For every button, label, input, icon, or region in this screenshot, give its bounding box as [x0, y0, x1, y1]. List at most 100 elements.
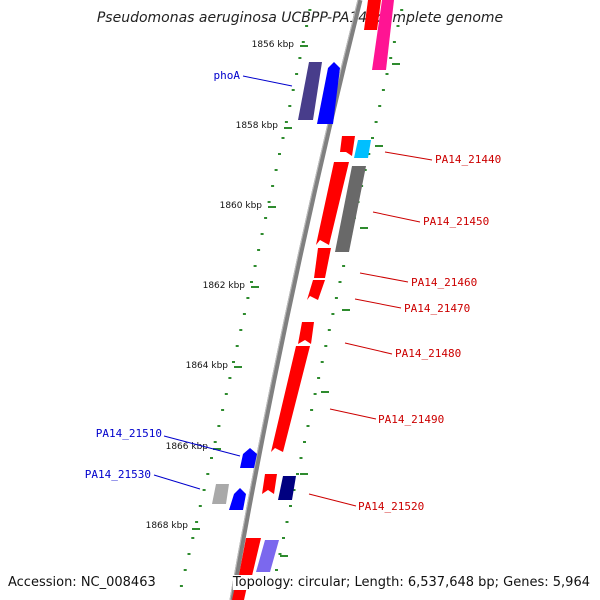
label-pa14-21480[interactable]: PA14_21480 [395, 347, 461, 360]
minor-tick [198, 505, 202, 507]
minor-tick [282, 537, 285, 539]
gene-top-pink[interactable] [372, 0, 394, 70]
minor-tick [400, 9, 404, 11]
minor-tick [278, 553, 282, 555]
minor-tick [301, 41, 305, 43]
gene-phoa-blue[interactable] [317, 62, 340, 124]
major-ticks [192, 45, 400, 557]
minor-tick [381, 89, 385, 91]
map-title: Pseudomonas aeruginosa UCBPP-PA14, compl… [96, 10, 504, 26]
label-pa14-21530[interactable]: PA14_21530 [85, 468, 151, 481]
tick-label-1868: 1868 kbp [146, 521, 189, 531]
minor-tick [267, 201, 271, 203]
gene-pa14-21470[interactable] [314, 248, 331, 278]
minor-tick [195, 521, 199, 523]
gene-pa14-21440-cyan[interactable] [354, 140, 371, 158]
minor-tick [308, 9, 312, 11]
minor-tick [275, 569, 278, 571]
minor-tick [191, 537, 195, 539]
genome-backbone [229, 0, 363, 600]
gene-pa14-21530-grey[interactable] [212, 484, 229, 504]
gene-top-red[interactable] [364, 0, 381, 30]
tick-label-1866: 1866 kbp [166, 442, 209, 452]
label-pa14-21450[interactable]: PA14_21450 [423, 215, 489, 228]
minor-tick [385, 73, 389, 75]
label-pa14-21470[interactable]: PA14_21470 [404, 302, 470, 315]
label-phoa[interactable]: phoA [214, 69, 241, 82]
minor-tick [271, 185, 275, 187]
gene-pa14-21440-red[interactable] [340, 136, 355, 156]
minor-tick [289, 505, 292, 507]
minor-tick [392, 41, 396, 43]
minor-tick [228, 377, 232, 379]
gene-phoa-indigo[interactable] [298, 62, 322, 120]
minor-tick [331, 313, 335, 315]
gene-pa14-21450[interactable] [335, 166, 366, 252]
leader-lines [153, 75, 433, 507]
minor-tick [317, 377, 321, 379]
minor-tick [242, 313, 246, 315]
minor-tick [291, 89, 295, 91]
tick-label-1864: 1864 kbp [186, 361, 229, 371]
gene-pa14-21530-blue[interactable] [229, 488, 246, 510]
reverse-strand-genes [232, 0, 394, 600]
minor-tick [284, 121, 288, 123]
tick-label-1858: 1858 kbp [236, 121, 279, 131]
gene-pa14-21520-red[interactable] [262, 474, 277, 494]
minor-tick [367, 153, 371, 155]
minor-tick [292, 489, 296, 491]
gene-pa14-21520-navy[interactable] [278, 476, 296, 500]
minor-tick [288, 105, 292, 107]
label-pa14-21440[interactable]: PA14_21440 [435, 153, 501, 166]
minor-tick [396, 25, 400, 27]
gene-pa14-21510[interactable] [240, 448, 257, 468]
accession-text: Accession: NC_008463 [8, 575, 156, 590]
minor-tick [260, 233, 264, 235]
minor-tick [295, 73, 299, 75]
minor-tick [342, 265, 346, 267]
minor-tick [374, 121, 378, 123]
gene-bottom-red[interactable] [238, 538, 261, 580]
minor-tick [371, 137, 374, 139]
minor-tick [183, 569, 187, 571]
minor-tick [285, 521, 289, 523]
minor-tick [313, 393, 317, 395]
minor-tick [187, 553, 191, 555]
label-pa14-21510[interactable]: PA14_21510 [96, 427, 162, 440]
minor-tick [296, 473, 299, 475]
gene-pa14-21490[interactable] [271, 346, 310, 452]
minor-tick [179, 585, 183, 587]
minor-tick [378, 105, 382, 107]
minor-tick [253, 265, 257, 267]
minor-tick [310, 409, 314, 411]
gene-bottom-indigo[interactable] [256, 540, 279, 572]
minor-tick [221, 409, 225, 411]
label-pa14-21520[interactable]: PA14_21520 [358, 500, 424, 513]
gene-pa14-21470b[interactable] [307, 280, 325, 300]
minor-tick [320, 361, 324, 363]
minor-tick [338, 281, 342, 283]
minor-tick [246, 297, 250, 299]
gene-pa14-21460[interactable] [316, 162, 349, 245]
label-pa14-21490[interactable]: PA14_21490 [378, 413, 444, 426]
minor-tick [299, 457, 303, 459]
minor-tick [324, 345, 328, 347]
genome-summary-text: Topology: circular; Length: 6,537,648 bp… [232, 575, 590, 590]
minor-tick [250, 281, 253, 283]
label-pa14-21460[interactable]: PA14_21460 [411, 276, 477, 289]
minor-tick [303, 441, 306, 443]
gene-pa14-21480[interactable] [298, 322, 314, 344]
left-tick-track [179, 9, 312, 587]
minor-tick [217, 425, 221, 427]
minor-tick [210, 457, 213, 459]
minor-tick [298, 57, 302, 59]
minor-tick [305, 25, 309, 27]
minor-tick [202, 489, 206, 491]
minor-tick [306, 425, 310, 427]
forward-strand-genes [212, 62, 340, 510]
minor-tick [278, 153, 281, 155]
minor-tick [389, 57, 393, 59]
minor-tick [235, 345, 239, 347]
minor-tick [264, 217, 268, 219]
